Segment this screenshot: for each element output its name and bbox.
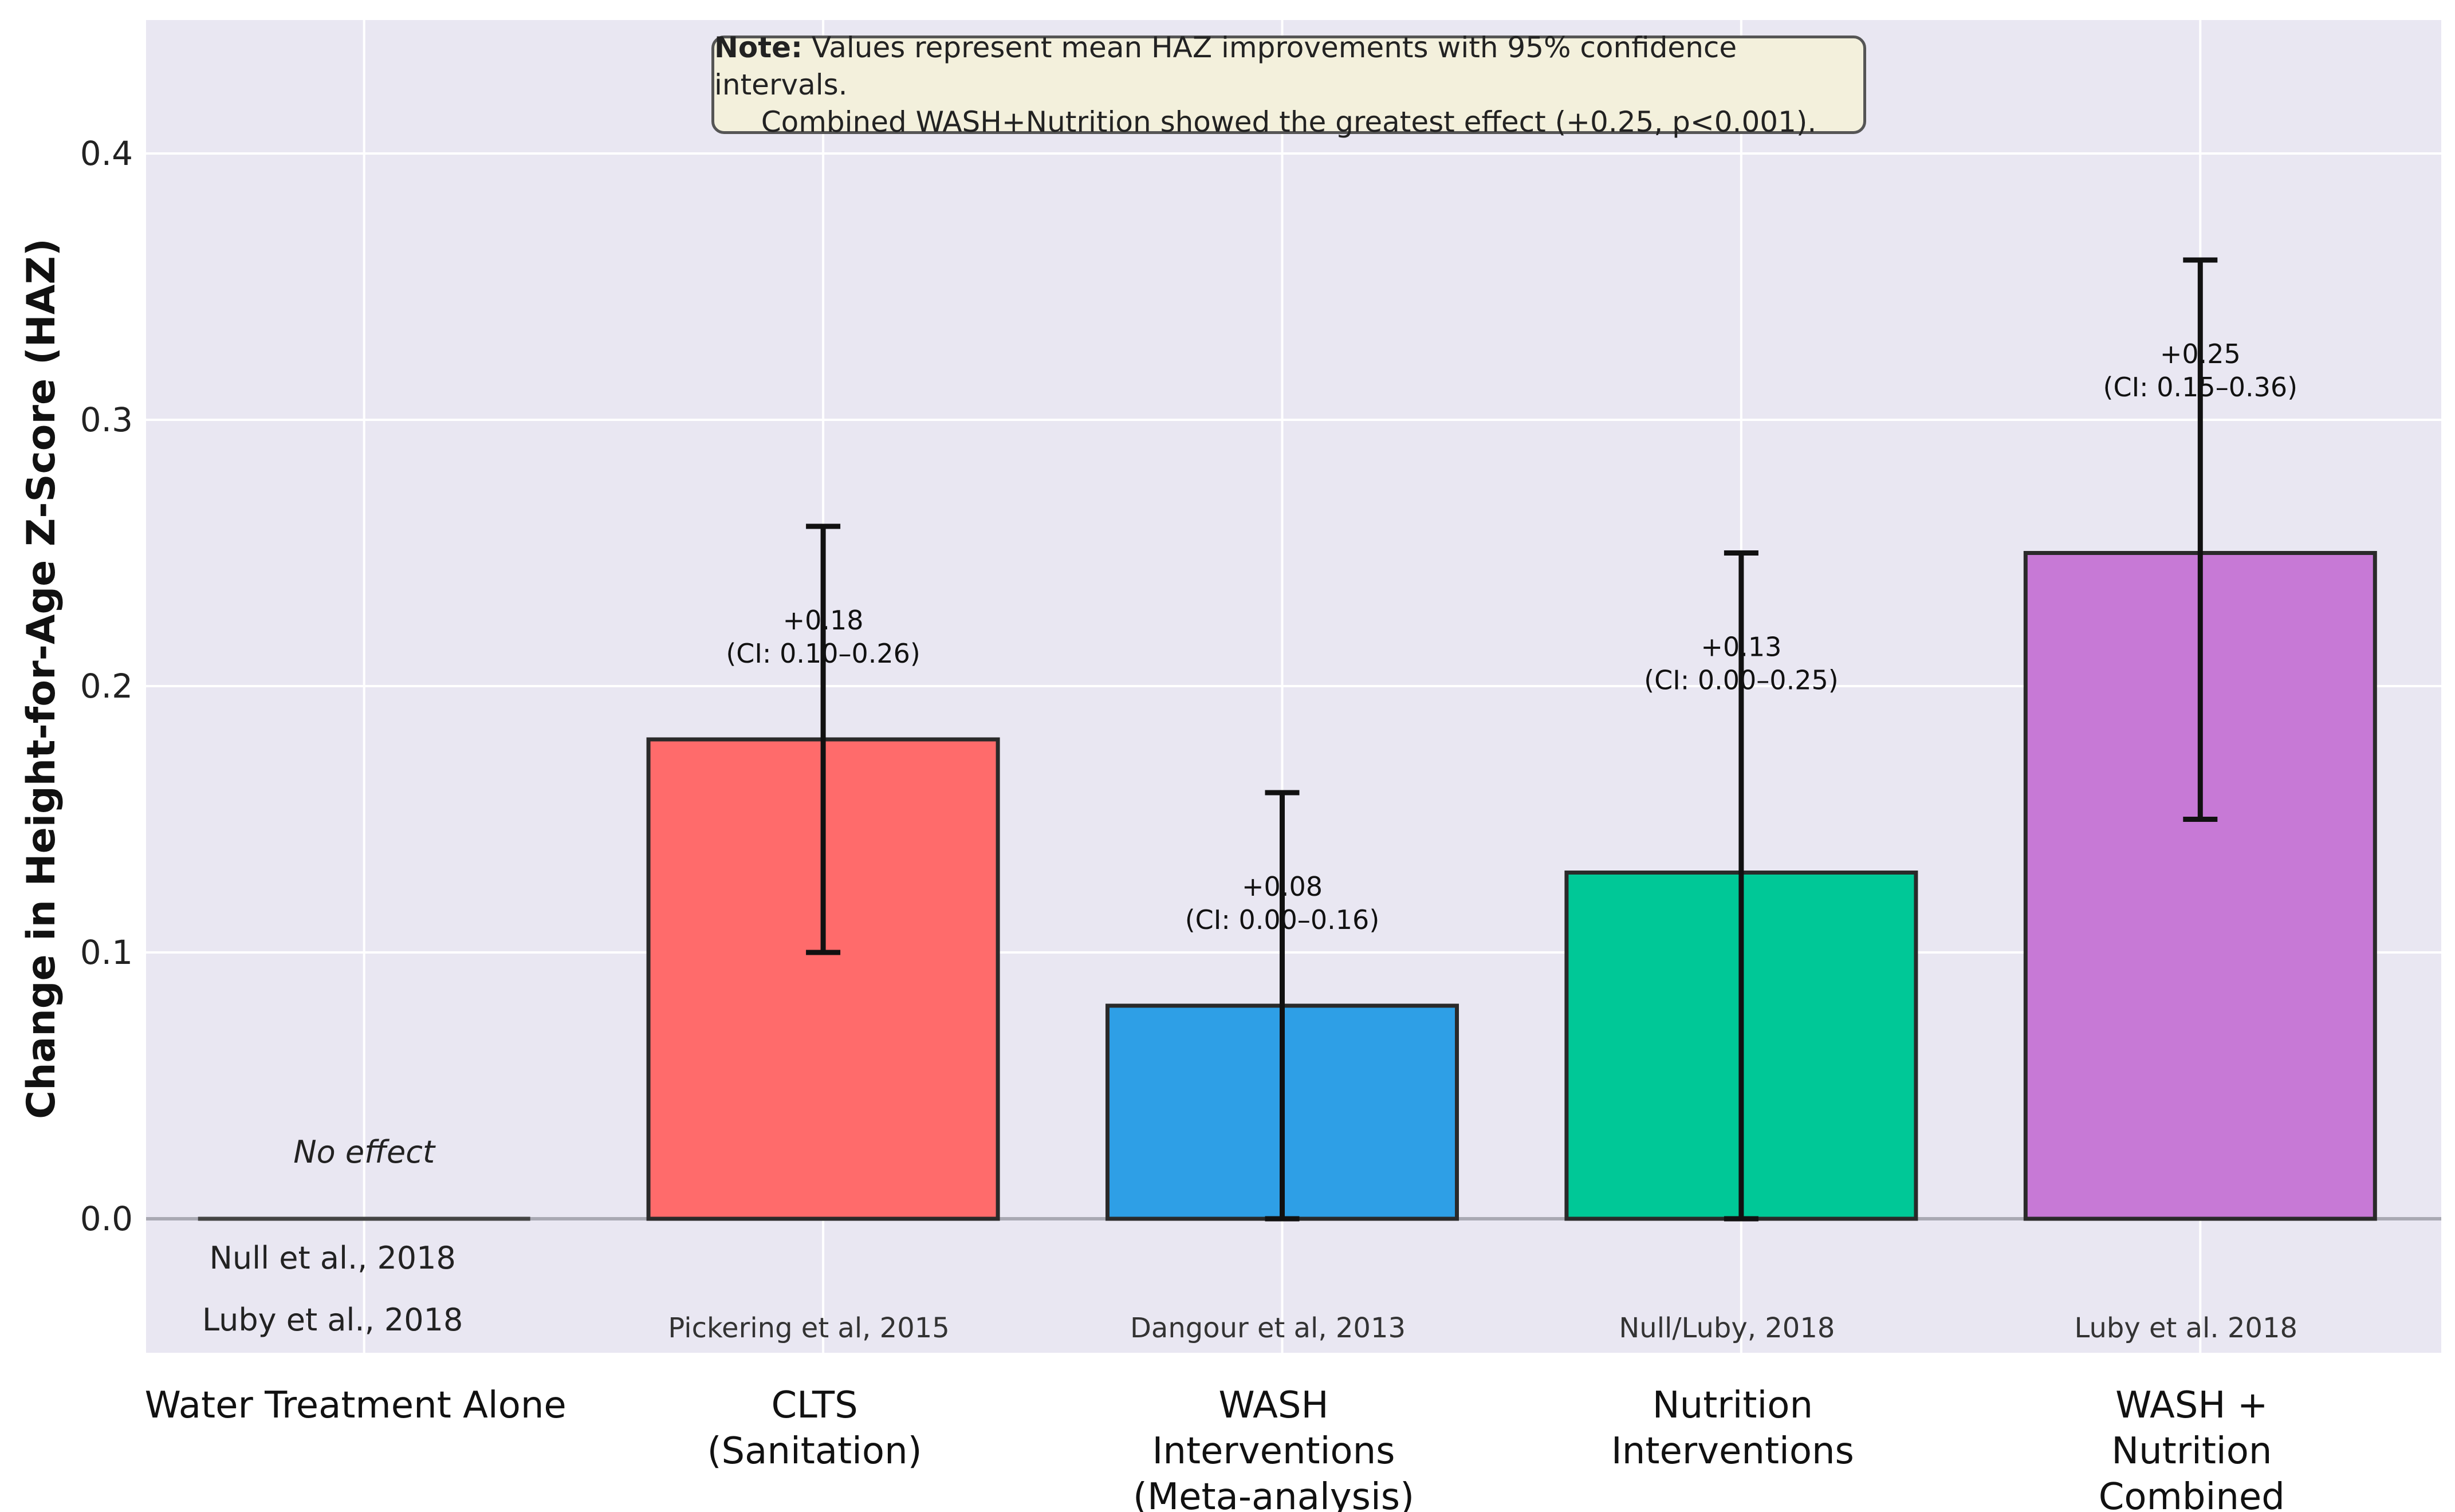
data-label-2: +0.18 (783, 605, 864, 636)
category-label-4: Nutrition (1653, 1384, 1813, 1427)
category-label-3: Interventions (1152, 1430, 1395, 1472)
study-label: Dangour et al, 2013 (1130, 1312, 1406, 1344)
y-tick-label: 0.1 (80, 933, 133, 972)
data-label-3: (CI: 0.00–0.16) (1185, 904, 1380, 935)
study-label: Null/Luby, 2018 (1619, 1312, 1835, 1344)
category-label-1: Water Treatment Alone (145, 1384, 566, 1427)
data-label-3: +0.08 (1242, 871, 1323, 902)
y-axis-label: Change in Height‐for‐Age Z‐Score (HAZ) (19, 238, 64, 1119)
y-tick-label: 0.0 (80, 1199, 133, 1238)
note-annotation: Note: Values represent mean HAZ improvem… (711, 31, 1866, 139)
data-label-4: +0.13 (1701, 632, 1781, 663)
y-tick-label: 0.3 (80, 400, 133, 439)
category-label-5: Nutrition (2111, 1430, 2272, 1472)
category-label-5: Combined (2099, 1476, 2285, 1512)
study-label: Luby et al., 2018 (202, 1302, 463, 1338)
data-label-4: (CI: 0.00–0.25) (1644, 665, 1839, 696)
category-label-2: CLTS (771, 1384, 857, 1427)
note-line-1: Note: Values represent mean HAZ improvem… (714, 29, 1863, 104)
study-label: Pickering et al, 2015 (668, 1312, 949, 1344)
data-label-2: (CI: 0.10–0.26) (726, 638, 920, 669)
category-label-3: (Meta-analysis) (1133, 1476, 1414, 1512)
category-label-2: (Sanitation) (707, 1430, 922, 1472)
y-tick-label: 0.2 (80, 667, 133, 706)
y-tick-label: 0.4 (80, 134, 133, 173)
note-line-2: Combined WASH+Nutrition showed the great… (761, 105, 1817, 139)
category-label-4: Interventions (1611, 1430, 1854, 1472)
data-label-no-effect: No effect (293, 1134, 436, 1170)
data-label-5: (CI: 0.15–0.36) (2103, 372, 2298, 403)
note-line-1-text: Values represent mean HAZ improvements w… (714, 30, 1737, 101)
data-label-5: +0.25 (2160, 338, 2241, 369)
study-label: Luby et al. 2018 (2075, 1312, 2297, 1344)
category-label-3: WASH (1218, 1384, 1328, 1427)
study-label: Null et al., 2018 (210, 1240, 456, 1276)
category-label-5: WASH + (2115, 1384, 2268, 1427)
note-bold-label: Note: (714, 30, 803, 64)
